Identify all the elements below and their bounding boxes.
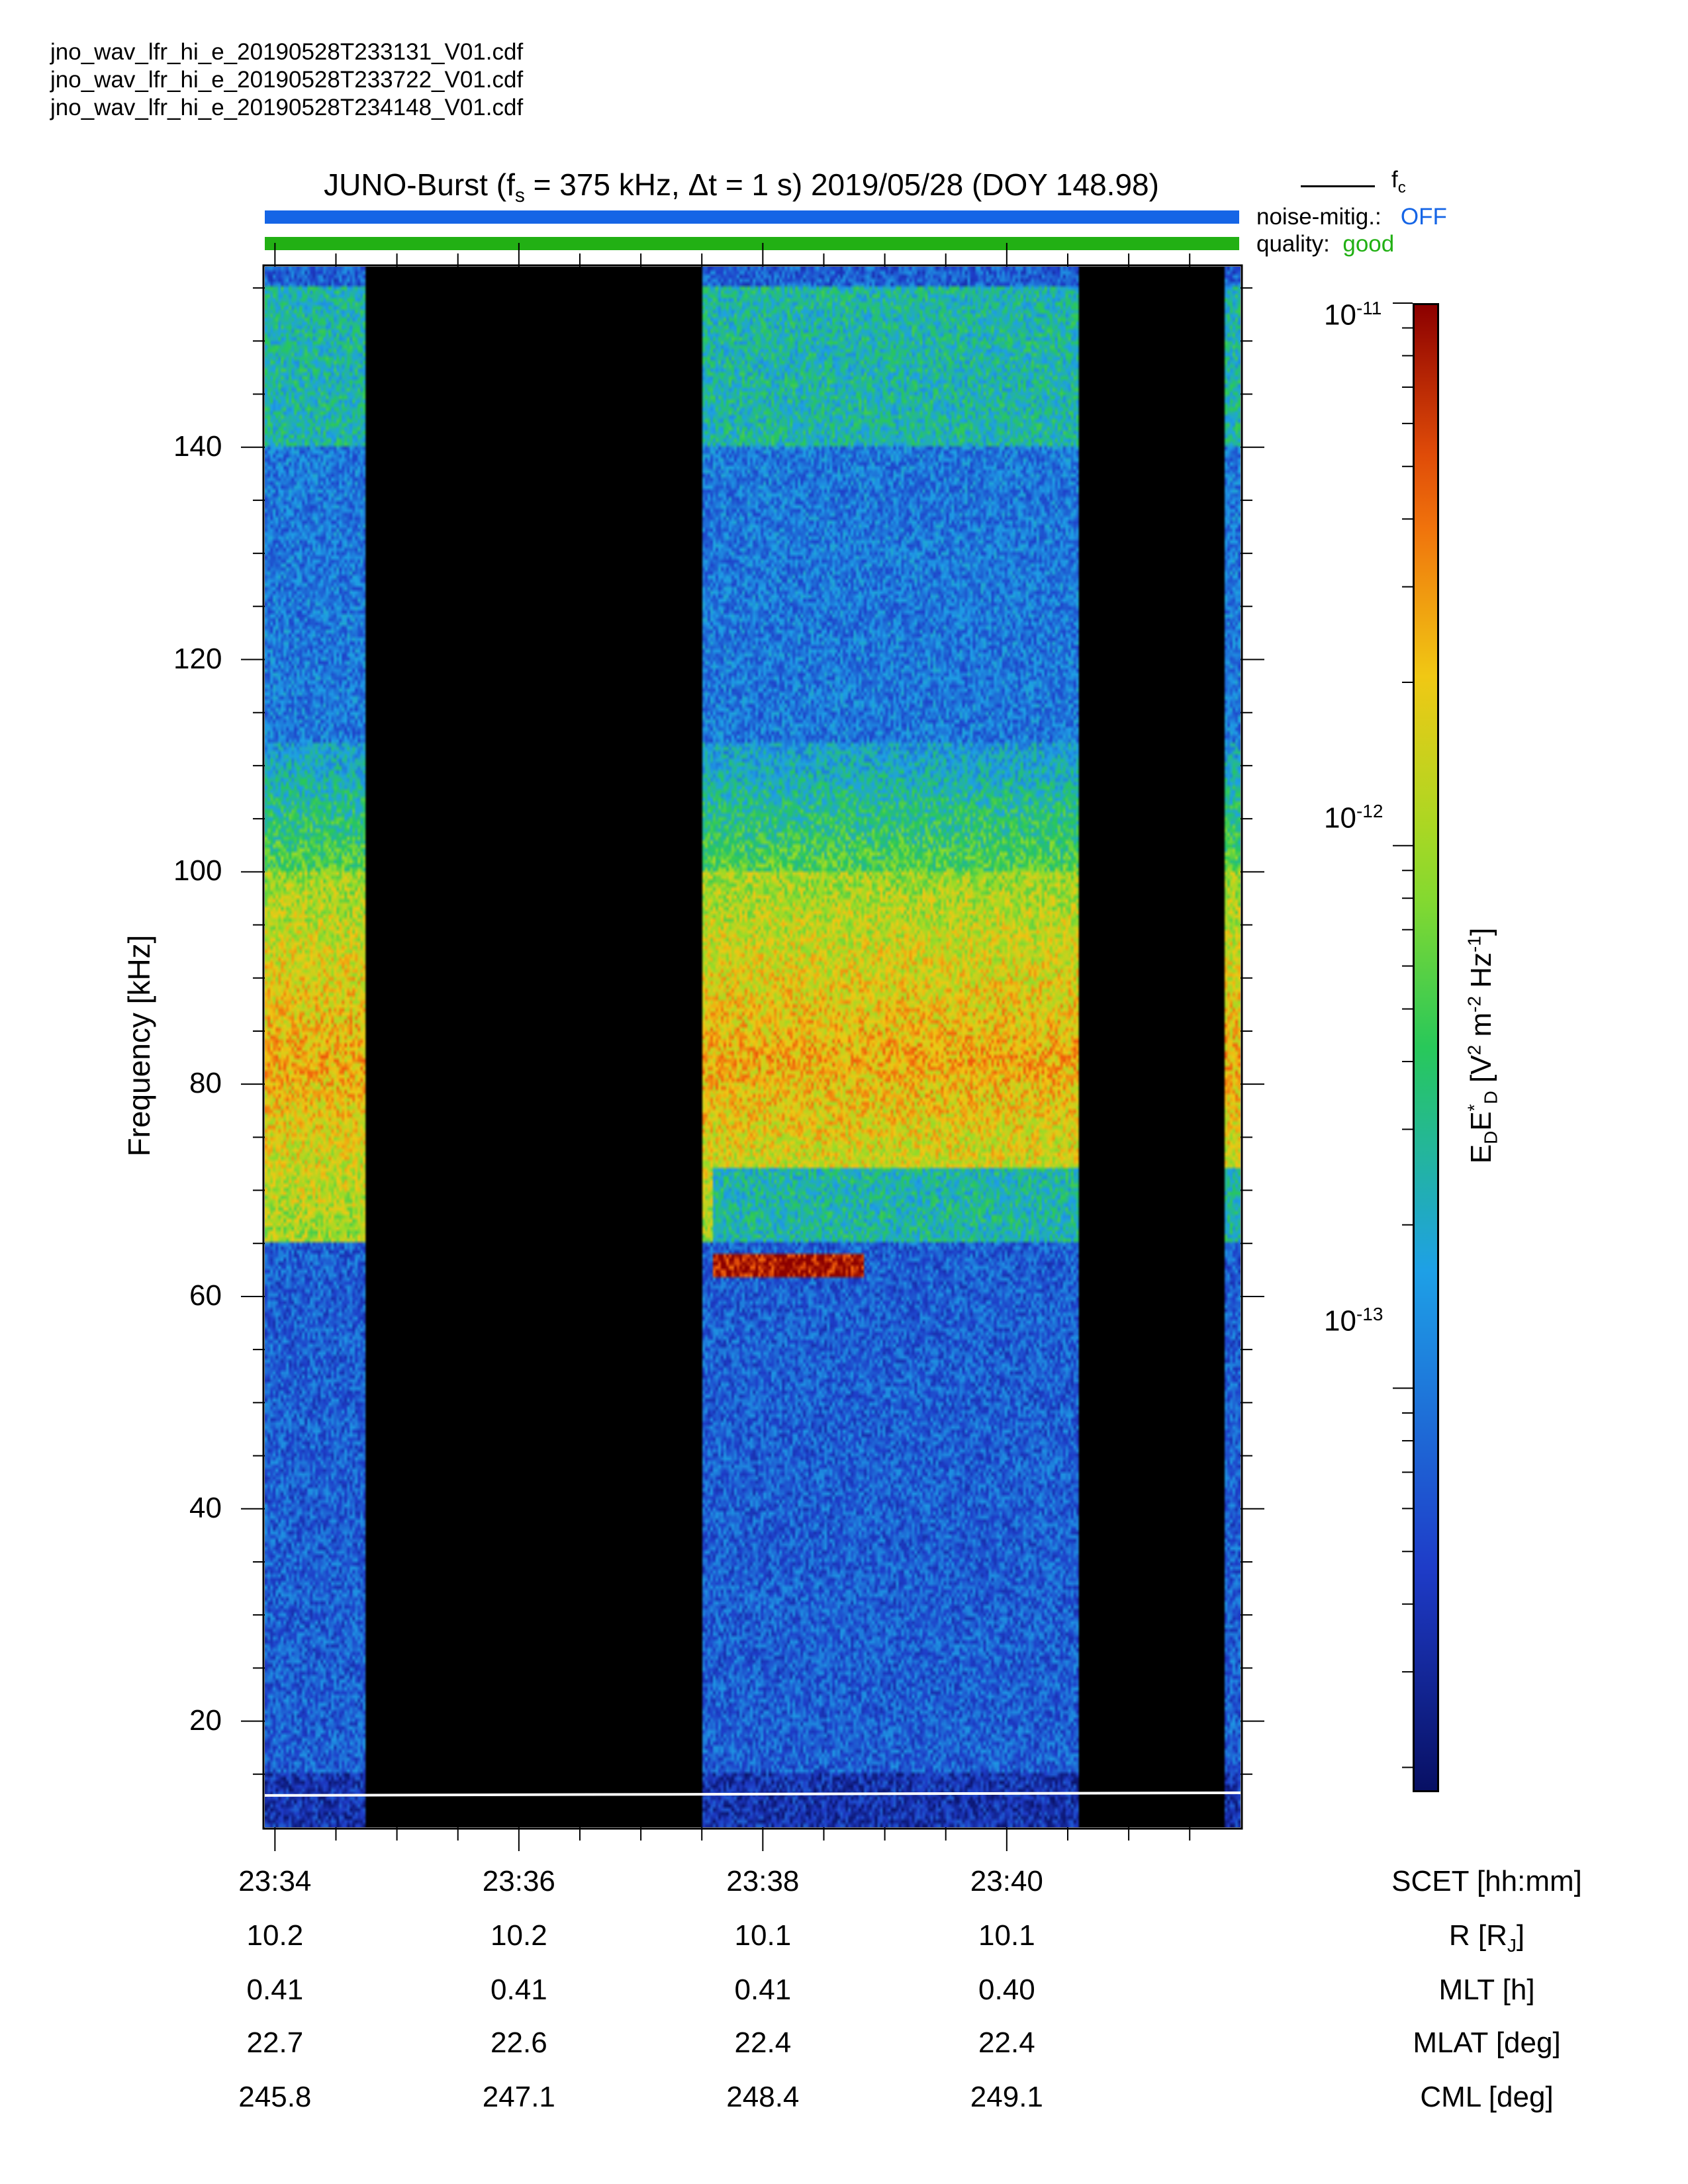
spectrogram xyxy=(265,267,1241,1827)
cb-lbl-end: ] xyxy=(1464,927,1497,936)
cb-tick-base: 10 xyxy=(1324,801,1356,835)
noise-status-bar xyxy=(265,210,1239,224)
ephemeris-value: 0.41 xyxy=(734,1974,792,2006)
ephemeris-value: 22.4 xyxy=(734,2026,792,2059)
title-sub: s xyxy=(514,185,525,207)
fc-legend-line xyxy=(1301,185,1375,187)
cb-tick-exp: -11 xyxy=(1356,298,1382,318)
noise-mitigation-label: noise-mitig.: OFF xyxy=(1256,204,1447,230)
y-tick-label: 100 xyxy=(173,854,222,887)
ephemeris-value: 23:36 xyxy=(482,1865,555,1897)
fc-legend-label: fc xyxy=(1391,167,1406,197)
noise-value: OFF xyxy=(1400,204,1447,230)
title-suffix: = 375 kHz, Δt = 1 s) 2019/05/28 (DOY 148… xyxy=(524,167,1159,202)
cb-tick-base: 10 xyxy=(1324,1304,1356,1338)
file-name: jno_wav_lfr_hi_e_20190528T233131_V01.cdf xyxy=(50,39,524,65)
ephemeris-value: 23:38 xyxy=(726,1865,800,1897)
ephemeris-value: 0.40 xyxy=(978,1974,1035,2006)
ephemeris-value: 10.2 xyxy=(246,1919,304,1952)
cb-tick-exp: -13 xyxy=(1356,1304,1383,1324)
y-tick-label: 120 xyxy=(173,642,222,675)
ephemeris-value: 23:34 xyxy=(238,1865,312,1897)
cb-lbl-hz: Hz xyxy=(1464,952,1497,996)
cb-lbl-m: m xyxy=(1464,1012,1497,1045)
quality-label-text: quality: xyxy=(1256,231,1330,257)
ephemeris-value: 10.1 xyxy=(978,1919,1035,1952)
fc-main: f xyxy=(1391,167,1398,193)
quality-value: good xyxy=(1342,231,1395,257)
ephemeris-row-name: R [RJ] xyxy=(1448,1919,1525,1956)
colorbar xyxy=(1413,303,1439,1792)
cb-tick-label: 10-12 xyxy=(1324,801,1383,835)
ephemeris-value: 22.4 xyxy=(978,2026,1035,2059)
cb-lbl-sub2: D xyxy=(1480,1091,1501,1105)
ephemeris-value: 22.7 xyxy=(246,2026,304,2059)
y-tick-label: 60 xyxy=(189,1279,222,1312)
y-tick-label: 80 xyxy=(189,1067,222,1100)
quality-status-bar xyxy=(265,237,1239,250)
ephemeris-value: 22.6 xyxy=(491,2026,547,2059)
ephemeris-value: 247.1 xyxy=(482,2081,555,2113)
cb-tick-exp: -12 xyxy=(1356,801,1383,821)
ephemeris-value: 10.1 xyxy=(734,1919,792,1952)
ephemeris-value: 0.41 xyxy=(246,1974,304,2006)
chart-title: JUNO-Burst (fs = 375 kHz, Δt = 1 s) 2019… xyxy=(265,167,1218,207)
ephemeris-value: 10.2 xyxy=(491,1919,547,1952)
colorbar-label: EDE*D [V2 m-2 Hz-1] xyxy=(1464,928,1501,1163)
cb-lbl-sup4: -1 xyxy=(1464,936,1485,952)
file-name: jno_wav_lfr_hi_e_20190528T234148_V01.cdf xyxy=(50,95,524,120)
cb-lbl-star: * xyxy=(1464,1104,1485,1112)
ephemeris-row-name: MLT [h] xyxy=(1438,1974,1535,2006)
title-prefix: JUNO-Burst (f xyxy=(324,167,515,202)
ephemeris-row-name: MLAT [deg] xyxy=(1413,2026,1561,2059)
ephemeris-value: 248.4 xyxy=(726,2081,800,2113)
cb-lbl-sup2: 2 xyxy=(1464,1044,1485,1056)
cb-lbl-sup3: -2 xyxy=(1464,995,1485,1013)
cb-tick-label: 10-13 xyxy=(1324,1304,1383,1338)
cb-lbl-sub1: D xyxy=(1480,1130,1501,1144)
cb-tick-base: 10 xyxy=(1324,298,1356,332)
cb-lbl-e: E xyxy=(1464,1144,1497,1164)
ephemeris-value: 245.8 xyxy=(238,2081,312,2113)
y-tick-label: 40 xyxy=(189,1491,222,1524)
ephemeris-value: 249.1 xyxy=(970,2081,1043,2113)
file-name: jno_wav_lfr_hi_e_20190528T233722_V01.cdf xyxy=(50,67,524,93)
cb-lbl-e2: E xyxy=(1464,1111,1497,1131)
ephemeris-row-name: CML [deg] xyxy=(1420,2081,1554,2113)
y-tick-label: 20 xyxy=(189,1704,222,1737)
ephemeris-value: 23:40 xyxy=(970,1865,1043,1897)
spectrogram-canvas xyxy=(265,267,1241,1827)
ephemeris-row-name: SCET [hh:mm] xyxy=(1391,1865,1582,1897)
cb-tick-label: 10-11 xyxy=(1324,298,1382,332)
noise-label-text: noise-mitig.: xyxy=(1256,204,1382,230)
y-tick-label: 140 xyxy=(173,430,222,463)
cb-lbl-units: [V xyxy=(1464,1055,1497,1091)
ephemeris-value: 0.41 xyxy=(491,1974,547,2006)
file-list: jno_wav_lfr_hi_e_20190528T233131_V01.cdf… xyxy=(50,38,523,122)
y-axis-label: Frequency [kHz] xyxy=(122,934,156,1157)
fc-sub: c xyxy=(1397,179,1406,197)
quality-label: quality: good xyxy=(1256,231,1394,257)
